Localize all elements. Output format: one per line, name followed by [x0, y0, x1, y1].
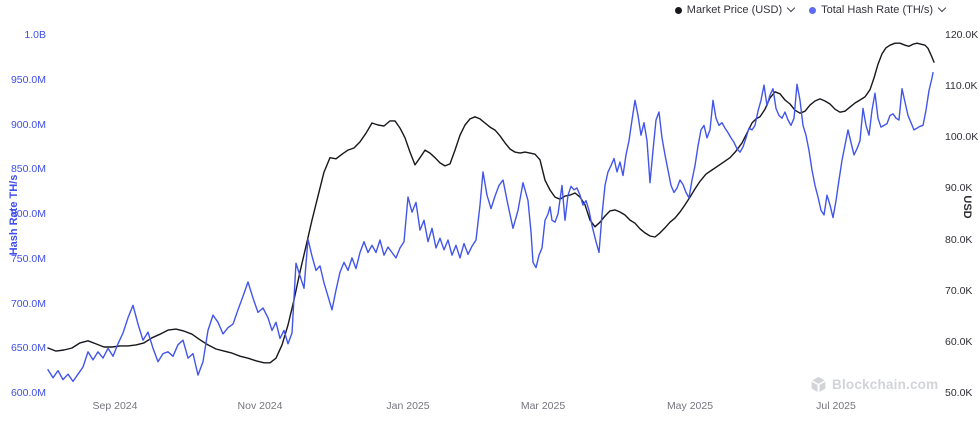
market-price-dot-icon — [674, 6, 682, 14]
left-axis-tick-label: 600.0M — [10, 387, 46, 399]
watermark-text: Blockchain.com — [832, 377, 939, 392]
blockchain-logo-icon — [811, 376, 826, 392]
right-axis-tick-label: 80.0K — [945, 233, 973, 246]
left-axis-tick-label: 850.0M — [10, 163, 46, 176]
right-axis-tick-label: 110.0K — [945, 80, 978, 93]
legend-item-market-price[interactable]: Market Price (USD) — [674, 3, 796, 16]
chevron-down-icon — [786, 3, 796, 12]
left-axis-tick-label: 800.0M — [10, 208, 46, 220]
left-axis-tick-label: 1.0B — [24, 29, 46, 41]
market-price-line — [47, 42, 935, 364]
left-axis-tick-label: 900.0M — [10, 118, 46, 131]
x-axis-tick-label: Sep 2024 — [92, 400, 138, 412]
right-axis-tick-label: 90.0K — [945, 182, 973, 195]
legend-item-label: Total Hash Rate (TH/s) — [821, 4, 933, 16]
legend-item-label: Market Price (USD) — [686, 4, 783, 16]
x-axis-tick-label: Jan 2025 — [386, 400, 430, 412]
right-axis-tick-label: 120.0K — [945, 29, 979, 41]
right-axis-tick-label: 70.0K — [945, 284, 973, 297]
legend: Market Price (USD) Total Hash Rate (TH/s… — [674, 3, 947, 16]
left-axis-tick-label: 750.0M — [10, 252, 46, 265]
x-axis-tick-label: Nov 2024 — [237, 400, 283, 412]
right-axis-tick-label: 50.0K — [945, 387, 973, 399]
right-axis-title: USD — [961, 195, 973, 219]
left-axis-tick-label: 700.0M — [10, 297, 46, 310]
left-axis-tick-label: 650.0M — [10, 342, 46, 355]
hash-rate-dot-icon — [809, 6, 817, 14]
chevron-down-icon — [937, 3, 947, 12]
hash-rate-line — [47, 71, 934, 383]
x-axis-tick-label: Mar 2025 — [520, 400, 566, 412]
legend-item-total-hash-rate[interactable]: Total Hash Rate (TH/s) — [809, 3, 947, 16]
right-axis-tick-label: 100.0K — [945, 131, 979, 144]
watermark: Blockchain.com — [810, 376, 938, 393]
right-axis-tick-label: 60.0K — [945, 335, 973, 348]
x-axis-tick-label: May 2025 — [666, 400, 714, 412]
left-axis-tick-label: 950.0M — [10, 73, 46, 86]
x-axis-tick-label: Jul 2025 — [816, 400, 856, 412]
